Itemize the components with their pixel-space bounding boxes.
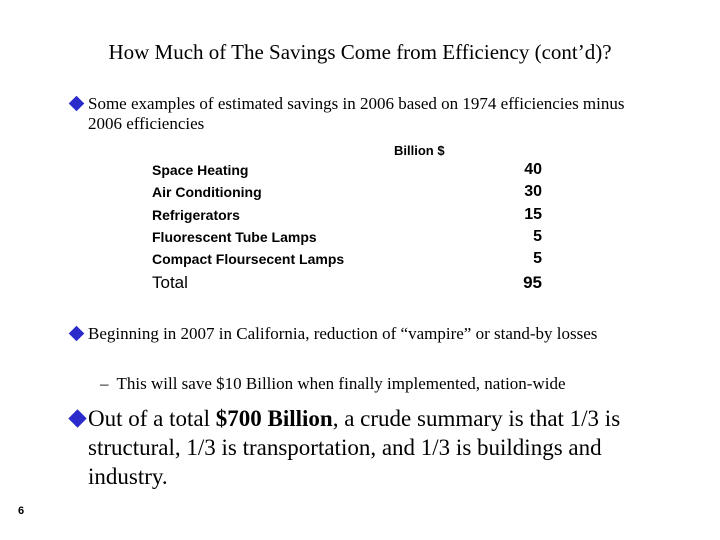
sub-bullet-text: This will save $10 Billion when finally … bbox=[116, 374, 566, 393]
slide-title: How Much of The Savings Come from Effici… bbox=[108, 40, 612, 64]
table-row: Refrigerators 15 bbox=[152, 204, 542, 226]
row-value: 15 bbox=[524, 205, 542, 223]
row-value: 30 bbox=[524, 183, 542, 201]
sub-bullet-savings: – This will save $10 Billion when finally… bbox=[100, 374, 566, 394]
row-label: Air Conditioning bbox=[152, 184, 262, 201]
total-label: Total bbox=[152, 272, 188, 292]
row-value: 5 bbox=[533, 228, 542, 246]
row-label: Fluorescent Tube Lamps bbox=[152, 229, 317, 246]
bullet-examples: Some examples of estimated savings in 20… bbox=[88, 94, 625, 133]
row-label: Refrigerators bbox=[152, 206, 240, 223]
savings-table: Billion $ Space Heating 40 Air Condition… bbox=[152, 142, 542, 295]
table-row: Compact Floursecent Lamps 5 bbox=[152, 248, 542, 270]
row-label: Compact Floursecent Lamps bbox=[152, 251, 345, 268]
total-value: 95 bbox=[523, 272, 542, 292]
table-total-row: Total 95 bbox=[152, 270, 542, 295]
dash-icon: – bbox=[100, 374, 109, 393]
bullet-summary: Out of a total $700 Billion, a crude sum… bbox=[88, 406, 621, 489]
table-row: Fluorescent Tube Lamps 5 bbox=[152, 226, 542, 248]
bullet-vampire-losses: Beginning in 2007 in California, reducti… bbox=[88, 324, 598, 343]
bullet-diamond-icon bbox=[68, 325, 85, 342]
page-number: 6 bbox=[18, 505, 25, 517]
row-value: 5 bbox=[533, 250, 542, 268]
table-row: Space Heating 40 bbox=[152, 159, 542, 181]
row-label: Space Heating bbox=[152, 162, 249, 179]
row-value: 40 bbox=[524, 161, 542, 179]
bullet-diamond-icon bbox=[68, 409, 87, 428]
table-header-billion: Billion $ bbox=[394, 143, 445, 158]
table-row: Air Conditioning 30 bbox=[152, 181, 542, 203]
total-amount: $700 Billion bbox=[215, 406, 333, 431]
table-header-row: Billion $ bbox=[152, 142, 542, 159]
bullet-diamond-icon bbox=[68, 95, 85, 112]
